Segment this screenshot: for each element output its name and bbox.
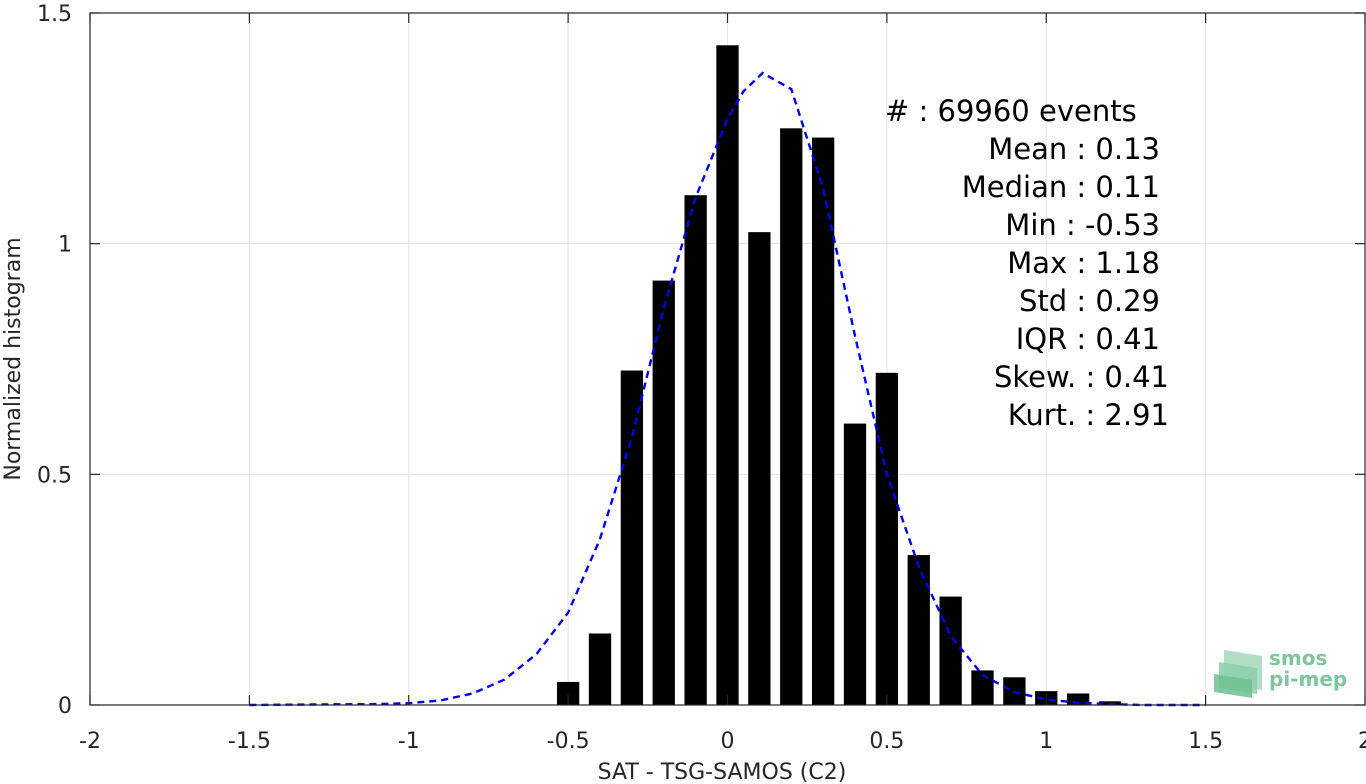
logo-text-pimep: pi-mep — [1269, 667, 1347, 691]
histogram-bar — [716, 45, 739, 705]
x-tick-label: -0.5 — [547, 729, 590, 754]
y-axis-title: Normalized histogram — [1, 237, 26, 480]
axis-ticks — [89, 12, 1366, 706]
stat-min: Min : -0.53 — [1005, 208, 1160, 242]
x-tick-labels: -2 -1.5 -1 -0.5 0 0.5 1 1.5 2 — [79, 729, 1366, 754]
y-tick-labels: 0 0.5 1 1.5 — [37, 2, 72, 719]
histogram-bar — [971, 670, 994, 705]
histogram-bar — [588, 633, 612, 705]
y-tick-label: 1 — [58, 233, 72, 258]
x-tick-label: 0.5 — [869, 729, 904, 754]
histogram-bar — [620, 370, 644, 705]
histogram-bar — [556, 681, 580, 705]
stat-median: Median : 0.11 — [962, 170, 1160, 204]
histogram-bar — [875, 372, 899, 705]
x-tick-label: 1.5 — [1188, 729, 1223, 754]
y-tick-label: 1.5 — [37, 2, 72, 27]
histogram-bar — [748, 232, 771, 705]
x-tick-label: -1 — [398, 729, 420, 754]
logo-waves-icon — [1214, 650, 1262, 698]
smos-pimep-logo: smos pi-mep — [1214, 646, 1347, 698]
histogram-bar — [652, 280, 675, 705]
histogram-bar — [907, 555, 930, 705]
histogram-bar — [939, 596, 962, 705]
stat-kurt: Kurt. : 2.91 — [1008, 398, 1169, 432]
x-tick-label: -1.5 — [228, 729, 271, 754]
y-tick-label: 0.5 — [37, 463, 72, 488]
x-tick-label: 1 — [1039, 729, 1053, 754]
logo-text-smos: smos — [1269, 646, 1327, 670]
x-axis-title: SAT - TSG-SAMOS (C2) — [598, 760, 847, 784]
histogram-bar — [780, 128, 803, 706]
x-tick-label: -2 — [79, 729, 101, 754]
y-tick-label: 0 — [58, 694, 72, 719]
stat-events: # : 69960 events — [885, 94, 1137, 128]
stat-skew: Skew. : 0.41 — [994, 360, 1169, 394]
x-tick-label: 2 — [1358, 729, 1366, 754]
stat-iqr: IQR : 0.41 — [1016, 322, 1160, 356]
histogram-bar — [1066, 693, 1090, 705]
histogram-bar — [684, 195, 707, 705]
x-tick-label: 0 — [721, 729, 735, 754]
histogram-bar — [843, 423, 867, 705]
fit-curve — [249, 71, 1206, 707]
histogram-bars — [556, 45, 1122, 706]
histogram-bar — [811, 137, 835, 705]
stats-annotation: # : 69960 events Mean : 0.13 Median : 0.… — [885, 94, 1169, 432]
stat-max: Max : 1.18 — [1007, 246, 1160, 280]
stat-mean: Mean : 0.13 — [988, 132, 1160, 166]
stat-std: Std : 0.29 — [1019, 284, 1160, 318]
